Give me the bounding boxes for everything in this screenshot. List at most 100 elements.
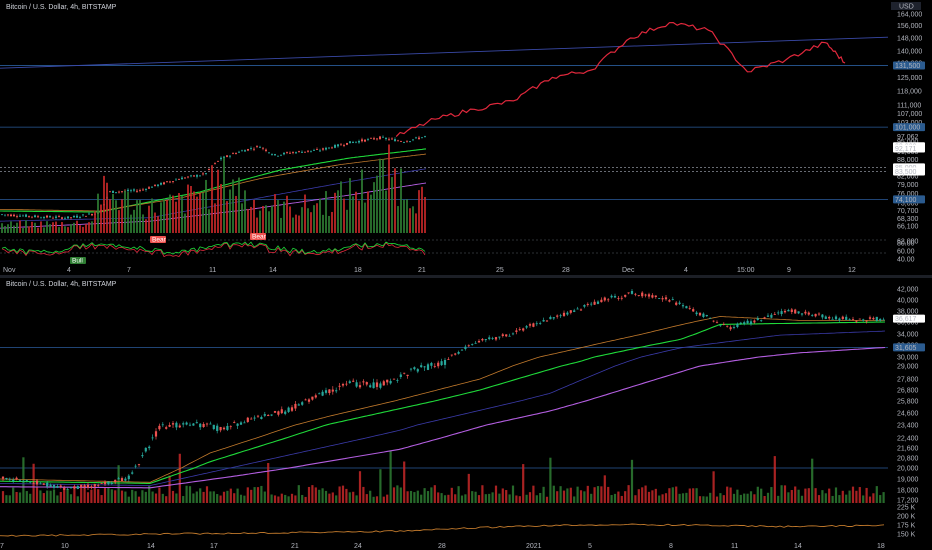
price-tag-box [893, 314, 925, 323]
signal-label: Bull [70, 257, 86, 265]
volume-bar [409, 490, 413, 503]
volume-bar [280, 493, 283, 503]
y-tick-label: 111,000 [897, 103, 921, 110]
volume-average-line [0, 523, 885, 537]
volume-bar [66, 489, 69, 503]
volume-bar [59, 491, 62, 503]
volume-bar [165, 496, 168, 503]
candle-body [525, 326, 528, 328]
volume-bar [250, 489, 253, 503]
volume-bar [217, 169, 219, 233]
volume-bar [219, 495, 222, 503]
candle-body [31, 216, 33, 218]
candlestick-chart: Bitcoin / U.S. Dollar, 4h, BITSTAMP 42,0… [0, 281, 925, 550]
volume-bar [100, 495, 103, 503]
signal-label-text: Bear [252, 234, 267, 241]
candle-body [661, 298, 664, 300]
pane-divider[interactable] [0, 275, 932, 278]
candle-body [139, 190, 141, 191]
x-tick-label: 21 [291, 543, 299, 550]
candle-body [848, 318, 851, 320]
volume-bar [205, 179, 207, 233]
volume-bar [43, 227, 45, 233]
candle-body [124, 478, 127, 481]
candle-body [321, 391, 324, 396]
indicator-tick-label: 40.00 [897, 257, 915, 264]
y-tick-label: 38,000 [897, 309, 919, 316]
candle-body [406, 374, 409, 377]
candle-body [749, 321, 753, 325]
candle-body [256, 415, 260, 417]
candle-body [505, 334, 508, 337]
y-tick-label: 97,062 [897, 134, 919, 141]
volume-bar [790, 490, 793, 503]
candle-body [409, 141, 411, 142]
signal-label-box [250, 233, 266, 240]
volume-bar [307, 208, 309, 233]
y-tick-label: 23,400 [897, 423, 919, 430]
candle-body [328, 147, 330, 149]
candle-body [168, 424, 171, 427]
moving-average-line [0, 330, 886, 486]
volume-bar [172, 195, 174, 233]
volume-bar [76, 496, 79, 503]
candle-body [100, 483, 103, 485]
candle-body [52, 484, 56, 488]
candle-body [474, 342, 477, 344]
candle-body [10, 214, 12, 217]
candle-body [498, 336, 501, 338]
candle-body [188, 424, 192, 426]
y-tick-label: 40,000 [897, 298, 919, 305]
x-tick-label: 7 [127, 267, 131, 274]
candle-body [107, 481, 110, 485]
candle-body [304, 151, 306, 153]
volume-bar [511, 485, 515, 503]
candle-body [367, 138, 369, 140]
volume-bar [265, 205, 267, 233]
volume-bar [508, 494, 511, 503]
candle-body [253, 417, 256, 419]
candle-body [637, 295, 640, 296]
candle-body [76, 485, 79, 490]
candle-body [307, 399, 311, 402]
candle-body [148, 446, 151, 449]
volume-bar [328, 215, 330, 233]
volume-bar [494, 485, 498, 503]
candle-body [114, 479, 117, 483]
volume-bar [253, 199, 255, 233]
x-tick-label: 24 [354, 543, 362, 550]
bottom-chart-title: Bitcoin / U.S. Dollar, 4h, BITSTAMP [6, 281, 117, 288]
volume-tick-label: 175 K [897, 523, 916, 530]
volume-bar [491, 492, 494, 503]
candle-body [358, 140, 360, 143]
candle-body [313, 150, 315, 151]
candle-body [253, 148, 255, 150]
candle-body [756, 318, 759, 320]
x-tick-label: 11 [731, 543, 738, 550]
y-tick-label: 21,600 [897, 446, 919, 453]
volume-bar [603, 475, 606, 503]
volume-bar [420, 494, 423, 503]
candle-body [196, 175, 198, 177]
volume-bar [34, 222, 36, 233]
currency-badge[interactable] [891, 2, 921, 10]
candle-body [349, 141, 351, 144]
volume-bar [770, 487, 773, 503]
volume-bar [1, 491, 5, 503]
volume-bar [573, 496, 576, 503]
candle-body [1, 476, 5, 479]
candle-body [35, 480, 39, 485]
volume-bar [88, 222, 90, 233]
volume-bar [824, 493, 827, 503]
candle-body [396, 379, 399, 381]
candle-body [192, 423, 195, 426]
volume-bar [271, 205, 273, 233]
volume-bar [31, 221, 33, 233]
volume-bar [630, 459, 634, 503]
volume-bar [418, 190, 420, 233]
volume-bar [151, 491, 154, 503]
candle-body [437, 362, 440, 367]
candle-body [1, 214, 3, 216]
candle-body [144, 447, 147, 452]
signal-label-text: Bull [72, 258, 83, 265]
